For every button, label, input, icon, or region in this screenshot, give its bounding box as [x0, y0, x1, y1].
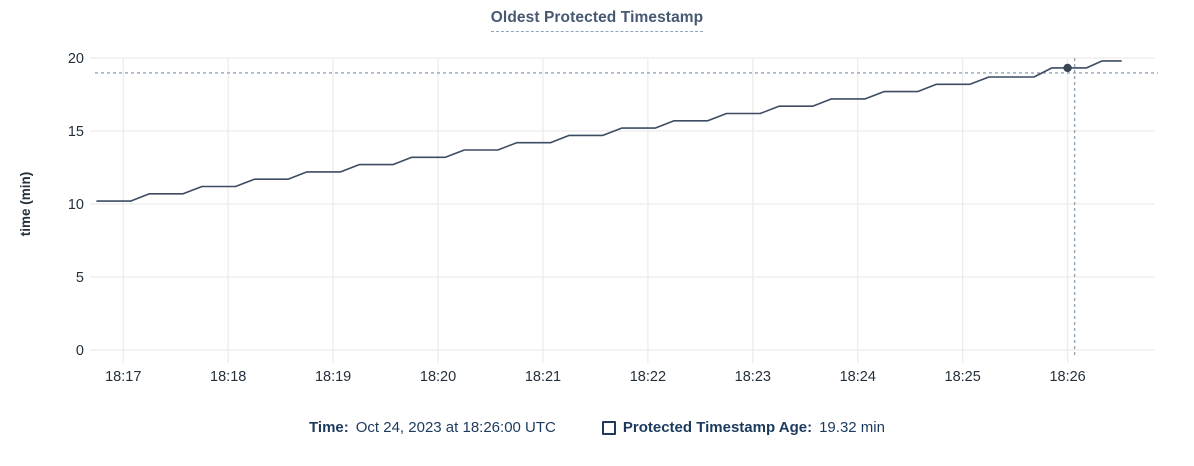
- legend-time-label: Time:: [309, 419, 349, 436]
- x-tick-label: 18:18: [210, 369, 246, 385]
- series-checkbox[interactable]: [601, 420, 616, 435]
- legend-series-group: Protected Timestamp Age: 19.32 min: [601, 419, 885, 436]
- gridlines: [90, 57, 1155, 363]
- x-tick-label: 18:25: [945, 369, 981, 385]
- x-tick-label: 18:23: [735, 369, 771, 385]
- x-axis-tick-labels: 18:17 18:18 18:19 18:20 18:21 18:22 18:23 18:24…: [105, 369, 1086, 385]
- y-axis-title: time (min): [18, 172, 33, 237]
- y-tick-label: 0: [76, 343, 84, 359]
- y-tick-label: 15: [68, 124, 84, 140]
- legend-series-value: 19.32 min: [819, 419, 885, 436]
- chart-title[interactable]: Oldest Protected Timestamp: [490, 9, 704, 32]
- hover-point: [1063, 63, 1072, 73]
- chart-legend: Time: Oct 24, 2023 at 18:26:00 UTC Prote…: [0, 419, 1194, 436]
- y-tick-label: 5: [76, 270, 84, 286]
- series-line: [96, 60, 1122, 202]
- x-tick-label: 18:24: [840, 369, 876, 385]
- chart-plot[interactable]: 18:17 18:18 18:19 18:20 18:21 18:22 18:23 18:24…: [0, 40, 1194, 405]
- legend-series-label: Protected Timestamp Age:: [622, 419, 813, 436]
- y-tick-label: 10: [68, 197, 84, 213]
- x-tick-label: 18:17: [105, 369, 141, 385]
- x-tick-label: 18:19: [315, 369, 351, 385]
- crosshair: [95, 58, 1158, 357]
- x-tick-label: 18:26: [1049, 369, 1085, 385]
- chart-title-row: Oldest Protected Timestamp: [0, 0, 1194, 40]
- y-tick-label: 20: [68, 51, 84, 67]
- x-tick-label: 18:22: [630, 369, 666, 385]
- legend-time-group: Time: Oct 24, 2023 at 18:26:00 UTC: [309, 419, 556, 436]
- x-tick-label: 18:20: [420, 369, 456, 385]
- x-tick-label: 18:21: [525, 369, 561, 385]
- y-axis-tick-labels: 0 5 10 15 20: [68, 51, 84, 359]
- legend-time-value: Oct 24, 2023 at 18:26:00 UTC: [355, 419, 556, 436]
